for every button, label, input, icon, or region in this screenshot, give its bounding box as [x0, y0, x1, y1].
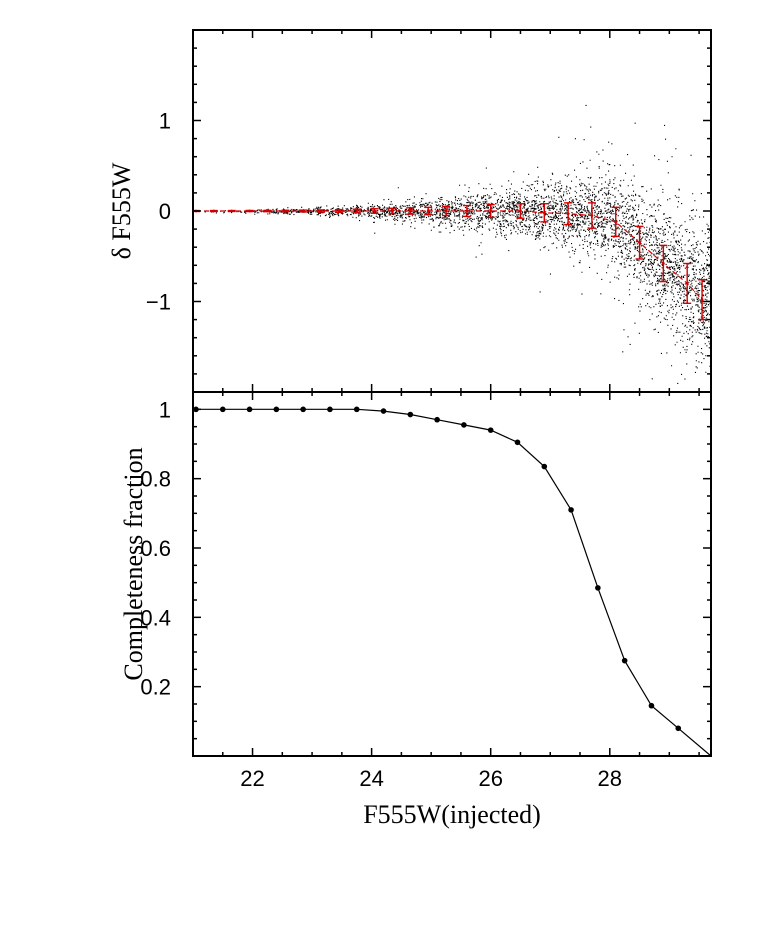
mean-point [266, 209, 269, 213]
mean-point [301, 209, 305, 213]
completeness-point [595, 585, 601, 591]
mean-point [373, 209, 376, 213]
y-tick-label: 0.6 [140, 536, 171, 561]
error-bar [334, 208, 343, 214]
error-bar [442, 205, 451, 217]
mean-point [489, 209, 493, 213]
mean-point [614, 220, 618, 224]
x-tick-label: 26 [478, 766, 502, 791]
error-bar [587, 202, 596, 229]
error-bar [424, 206, 433, 216]
x-tick-label: 28 [598, 766, 622, 791]
mean-point [566, 212, 570, 216]
bottom-y-axis: 0.2 0.4 0.6 0.8 1 [140, 391, 711, 757]
error-bar [698, 279, 707, 321]
mean-point [426, 209, 430, 213]
error-bar [611, 206, 620, 238]
bottom-panel: 0.2 0.4 0.6 0.8 1 22 24 26 28 Completeness frac… [119, 391, 712, 829]
y-tick-label: 0 [159, 199, 171, 224]
mean-point [638, 241, 641, 245]
scatter-points [198, 104, 712, 385]
error-bar [209, 209, 218, 213]
error-bar [683, 262, 692, 305]
completeness-point [273, 406, 280, 413]
completeness-point [621, 657, 628, 664]
error-bar [352, 208, 361, 214]
bottom-y-axis-title: Completeness fraction [119, 447, 148, 680]
mean-point [685, 282, 689, 285]
completeness-point [568, 507, 574, 513]
mean-point [319, 209, 323, 213]
error-bar [227, 209, 236, 213]
error-bar [317, 209, 326, 213]
error-bar [263, 209, 272, 213]
mean-offset-line [196, 210, 703, 301]
error-bar [516, 203, 525, 219]
error-bar [370, 208, 379, 214]
y-tick-label: 1 [159, 109, 171, 134]
x-axis-title: F555W(injected) [363, 800, 541, 829]
mean-point [590, 214, 594, 217]
y-tick-label: 0.2 [140, 675, 171, 700]
completeness-point [327, 406, 333, 413]
mean-point [212, 209, 216, 213]
completeness-point [300, 406, 306, 413]
completeness-point [353, 406, 360, 413]
mean-point [700, 298, 704, 302]
error-bar [388, 207, 397, 215]
error-bar [245, 209, 254, 213]
error-bar [564, 202, 573, 226]
mean-point [444, 209, 448, 213]
y-tick-label: −1 [146, 290, 171, 315]
error-bar [486, 203, 495, 219]
completeness-point [246, 406, 253, 413]
mean-point [408, 209, 412, 213]
error-bar [635, 225, 644, 260]
completeness-point [675, 725, 682, 732]
error-bar [462, 204, 471, 218]
completeness-point [487, 427, 494, 433]
error-bar [540, 203, 549, 223]
top-y-axis: −1 0 1 [146, 29, 711, 393]
error-bar [299, 209, 308, 213]
completeness-point [541, 463, 548, 470]
completeness-point [380, 408, 387, 414]
completeness-points [193, 406, 682, 732]
completeness-point [434, 416, 440, 423]
completeness-point [407, 411, 414, 418]
top-panel: −1 0 1 δ F555W [107, 29, 712, 393]
mean-point [391, 209, 394, 213]
completeness-point [648, 702, 655, 709]
completeness-point [514, 439, 521, 446]
completeness-point [461, 422, 467, 428]
mean-point [519, 209, 522, 213]
mean-point [465, 209, 469, 213]
bottom-x-axis: 22 24 26 28 [192, 392, 700, 791]
x-tick-label: 24 [359, 766, 383, 791]
bottom-plot-frame [192, 391, 712, 757]
top-y-axis-title: δ F555W [107, 162, 136, 259]
mean-point [337, 209, 341, 213]
completeness-line [196, 408, 712, 757]
error-bar [406, 207, 415, 215]
error-bar-series [191, 202, 707, 321]
mean-point [283, 209, 287, 213]
mean-point [355, 209, 359, 213]
error-bar [659, 244, 668, 283]
completeness-curve [196, 408, 712, 757]
completeness-point [219, 406, 226, 413]
mean-point [248, 209, 251, 213]
x-tick-label: 22 [240, 766, 264, 791]
mean-point [542, 211, 546, 215]
scatter-cloud [198, 104, 712, 385]
error-bar [281, 209, 290, 213]
y-tick-label: 0.8 [140, 467, 171, 492]
y-tick-label: 1 [159, 397, 171, 422]
mean-point [230, 209, 234, 213]
mean-point [661, 262, 665, 265]
y-tick-label: 0.4 [140, 605, 171, 630]
